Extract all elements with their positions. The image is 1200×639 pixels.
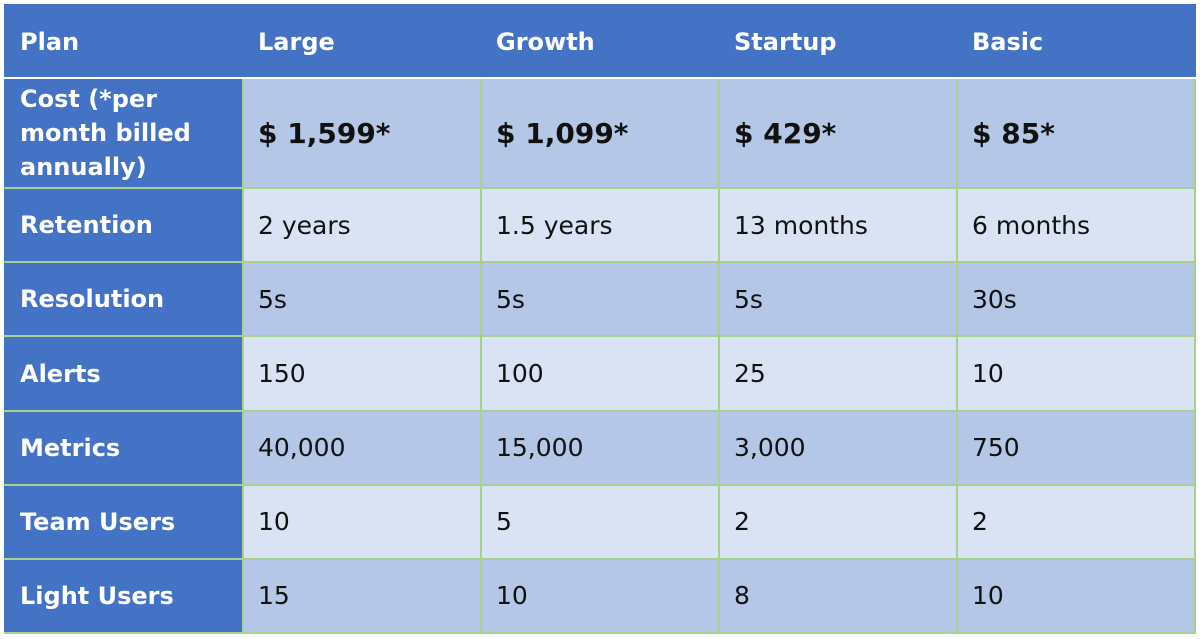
light-users-basic: 10: [956, 557, 1196, 635]
cost-growth: $ 1,099*: [480, 76, 720, 190]
team-users-growth: 5: [480, 483, 720, 560]
cost-startup: $ 429*: [718, 76, 958, 190]
row-label-metrics: Metrics: [4, 409, 244, 486]
metrics-growth: 15,000: [480, 409, 720, 486]
cost-large: $ 1,599*: [242, 76, 482, 190]
table-row-light-users: Light Users 15 10 8 10: [4, 557, 1196, 635]
table-header-row: Plan Large Growth Startup Basic: [4, 4, 1196, 79]
team-users-basic: 2: [956, 483, 1196, 560]
resolution-startup: 5s: [718, 261, 958, 338]
light-users-large: 15: [242, 557, 482, 635]
table-row-metrics: Metrics 40,000 15,000 3,000 750: [4, 409, 1196, 486]
resolution-large: 5s: [242, 261, 482, 338]
alerts-startup: 25: [718, 335, 958, 412]
plan-name-large: Large: [242, 4, 482, 79]
row-label-resolution: Resolution: [4, 261, 244, 338]
table-row-cost: Cost (*per month billed annually) $ 1,59…: [4, 76, 1196, 190]
row-label-light-users: Light Users: [4, 557, 244, 635]
alerts-growth: 100: [480, 335, 720, 412]
pricing-table-container: Plan Large Growth Startup Basic Cost (*p…: [4, 4, 1196, 635]
table-row-resolution: Resolution 5s 5s 5s 30s: [4, 261, 1196, 338]
row-label-alerts: Alerts: [4, 335, 244, 412]
metrics-large: 40,000: [242, 409, 482, 486]
pricing-comparison-table: Plan Large Growth Startup Basic Cost (*p…: [4, 4, 1196, 635]
retention-growth: 1.5 years: [480, 187, 720, 264]
alerts-large: 150: [242, 335, 482, 412]
plan-name-startup: Startup: [718, 4, 958, 79]
resolution-growth: 5s: [480, 261, 720, 338]
table-row-alerts: Alerts 150 100 25 10: [4, 335, 1196, 412]
row-label-retention: Retention: [4, 187, 244, 264]
alerts-basic: 10: [956, 335, 1196, 412]
resolution-basic: 30s: [956, 261, 1196, 338]
retention-large: 2 years: [242, 187, 482, 264]
metrics-startup: 3,000: [718, 409, 958, 486]
team-users-large: 10: [242, 483, 482, 560]
retention-basic: 6 months: [956, 187, 1196, 264]
retention-startup: 13 months: [718, 187, 958, 264]
row-label-cost: Cost (*per month billed annually): [4, 76, 244, 190]
metrics-basic: 750: [956, 409, 1196, 486]
table-row-retention: Retention 2 years 1.5 years 13 months 6 …: [4, 187, 1196, 264]
light-users-growth: 10: [480, 557, 720, 635]
cost-basic: $ 85*: [956, 76, 1196, 190]
light-users-startup: 8: [718, 557, 958, 635]
plan-column-header: Plan: [4, 4, 244, 79]
plan-name-basic: Basic: [956, 4, 1196, 79]
row-label-team-users: Team Users: [4, 483, 244, 560]
team-users-startup: 2: [718, 483, 958, 560]
table-row-team-users: Team Users 10 5 2 2: [4, 483, 1196, 560]
plan-name-growth: Growth: [480, 4, 720, 79]
